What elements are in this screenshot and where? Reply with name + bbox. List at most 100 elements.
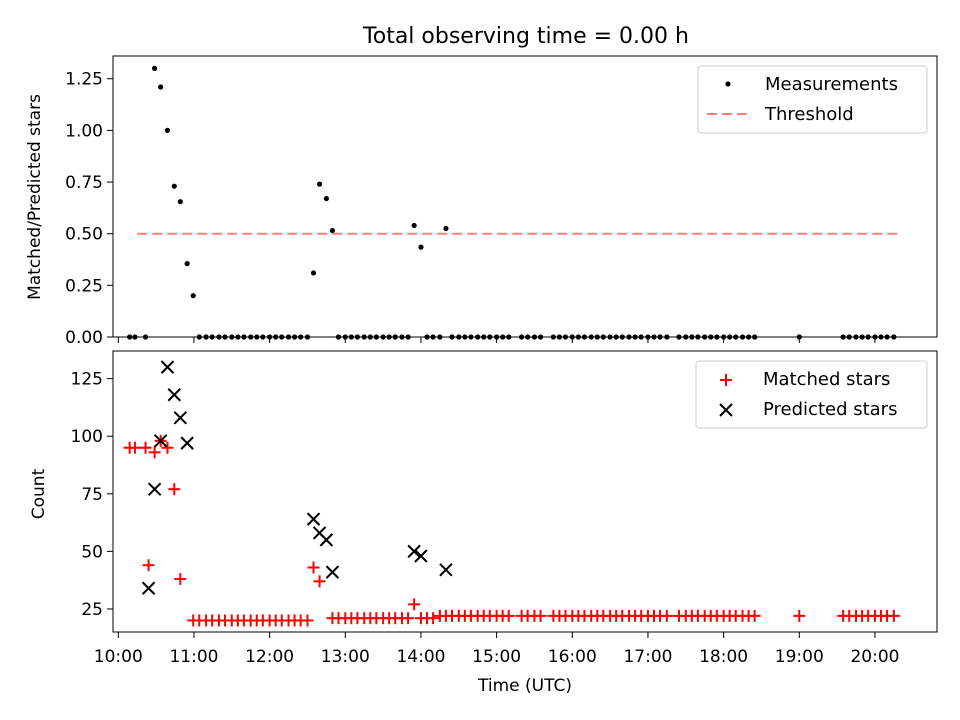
x-tick-label: 17:00: [623, 647, 672, 667]
measurement-point: [462, 334, 468, 340]
measurement-point: [588, 334, 594, 340]
matched-star-point: [301, 614, 314, 627]
predicted-star-point: [180, 436, 194, 450]
predicted-star-point: [325, 565, 340, 579]
legend-measurements-marker: [725, 81, 731, 87]
measurement-point: [840, 334, 846, 340]
matched-star-point: [142, 559, 155, 572]
bottom-y-ticks: 25 50 75 100 125: [71, 370, 113, 620]
measurement-point: [494, 334, 500, 340]
matched-star-point: [139, 441, 152, 454]
predicted-star-point: [306, 512, 321, 526]
top-y-tick-label: 1.00: [65, 121, 103, 141]
legend-matched-label: Matched stars: [763, 369, 890, 390]
measurement-point: [683, 334, 689, 340]
chart-title: Total observing time = 0.00 h: [362, 24, 689, 49]
legend-threshold-label: Threshold: [764, 104, 854, 125]
measurement-point: [430, 334, 436, 340]
measurement-point: [657, 334, 663, 340]
measurement-point: [335, 334, 342, 340]
measurement-point: [367, 334, 373, 340]
measurement-point: [891, 334, 897, 340]
legend-predicted-marker: [719, 403, 733, 417]
measurement-point: [158, 84, 164, 90]
measurement-point: [285, 334, 292, 340]
matched-star-point: [307, 561, 320, 574]
bottom-y-tick-label: 25: [81, 600, 103, 620]
measurement-point: [127, 334, 133, 340]
bottom-x-ticks: 10:00 11:00 12:00 13:00 14:00 15:00 16:00 17:00…: [94, 632, 899, 667]
bottom-y-tick-label: 75: [81, 485, 103, 505]
measurement-point: [481, 334, 487, 340]
measurement-point: [203, 334, 209, 340]
measurement-point: [619, 334, 625, 340]
predicted-star-point: [147, 482, 162, 496]
top-y-tick-label: 0.75: [65, 173, 103, 193]
measurement-point: [443, 225, 449, 232]
x-tick-label: 15:00: [472, 647, 521, 667]
measurement-point: [556, 334, 563, 340]
measurement-point: [468, 334, 474, 340]
measurement-point: [689, 334, 695, 340]
matched-star-point: [427, 612, 440, 625]
measurement-point: [329, 227, 336, 234]
predicted-star-point: [141, 581, 156, 595]
measurement-point: [739, 334, 746, 340]
measurement-point: [859, 334, 865, 340]
legend-predicted-label: Predicted stars: [763, 399, 897, 420]
measurement-point: [745, 334, 752, 340]
measurement-point: [708, 334, 714, 340]
measurement-point: [796, 334, 802, 340]
x-tick-label: 12:00: [245, 647, 294, 667]
measurement-point: [209, 334, 215, 340]
measurement-point: [872, 334, 878, 340]
measurement-point: [537, 334, 544, 340]
predicted-star-point: [319, 533, 334, 547]
measurement-point: [222, 334, 228, 340]
measurement-point: [664, 334, 670, 340]
measurement-point: [487, 334, 493, 340]
matched-star-point: [502, 609, 515, 622]
measurement-point: [354, 334, 361, 340]
measurement-point: [304, 334, 311, 340]
predicted-star-point: [414, 549, 428, 563]
top-legend: Measurements Threshold: [697, 65, 928, 134]
predicted-star-point: [153, 434, 168, 448]
matched-stars-series: [123, 434, 900, 627]
measurement-point: [164, 127, 171, 133]
measurement-point: [348, 334, 354, 340]
bottom-plot-frame: [112, 350, 938, 633]
measurement-point: [702, 334, 708, 340]
measurement-point: [506, 334, 512, 340]
matched-star-point: [128, 441, 141, 454]
bottom-y-tick-label: 50: [81, 542, 103, 562]
measurement-point: [291, 334, 298, 340]
x-tick-label: 18:00: [699, 647, 748, 667]
measurement-point: [418, 244, 424, 250]
measurement-point: [361, 334, 367, 340]
x-tick-label: 10:00: [94, 647, 143, 667]
measurement-point: [695, 334, 701, 340]
x-tick-label: 20:00: [850, 647, 899, 667]
measurement-point: [267, 334, 273, 340]
top-panel: Matched/Predicted stars 0.00 0.25 0.50 0.75…: [25, 55, 938, 348]
measurement-point: [550, 334, 556, 340]
measurement-point: [449, 334, 455, 340]
predicted-stars-series: [141, 360, 453, 595]
measurement-point: [132, 334, 138, 340]
measurement-point: [525, 334, 531, 340]
measurement-point: [380, 334, 386, 340]
measurement-point: [594, 334, 600, 340]
measurement-point: [273, 334, 279, 340]
measurement-point: [177, 199, 183, 205]
matched-star-point: [793, 609, 806, 622]
predicted-star-point: [173, 411, 188, 425]
measurement-point: [727, 334, 733, 340]
legend-measurements-label: Measurements: [765, 74, 898, 95]
matched-star-point: [161, 441, 174, 454]
measurement-point: [613, 334, 619, 340]
matched-star-point: [660, 609, 673, 622]
x-tick-label: 13:00: [321, 647, 370, 667]
measurement-point: [581, 334, 587, 340]
